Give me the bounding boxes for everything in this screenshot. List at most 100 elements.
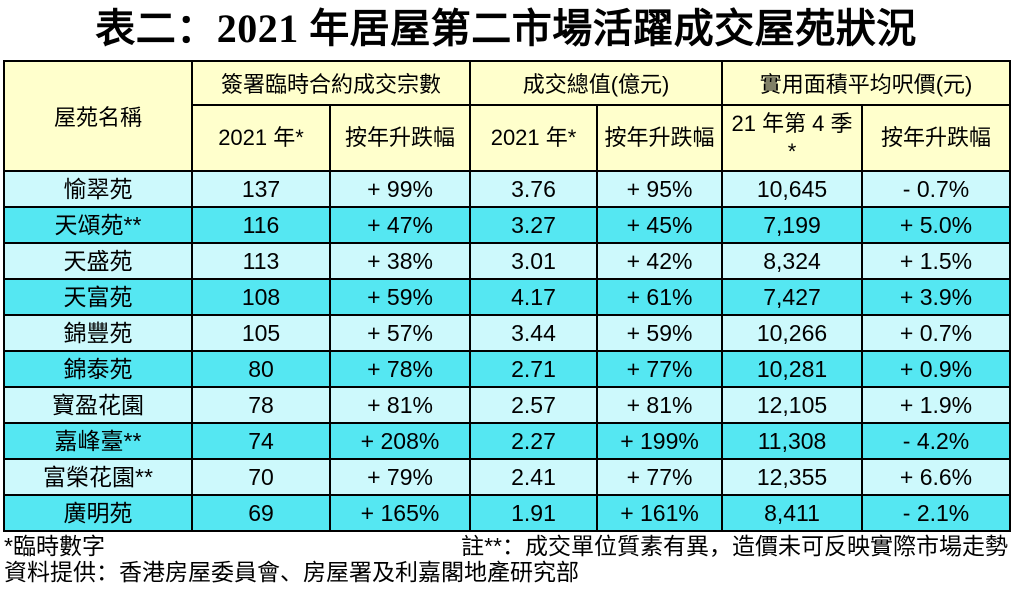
value-cell: + 208% [328,422,472,460]
value-cell: 108 [191,278,331,316]
value-cell: 137 [191,170,331,208]
value-cell: 105 [191,314,331,352]
table-row: 天富苑 108 + 59% 4.17 + 61% 7,427 + 3.9% [3,278,1012,316]
value-cell: 69 [191,494,331,532]
value-cell: 113 [191,242,331,280]
estate-name-cell: 天頌苑** [3,206,193,244]
value-cell: 2.57 [469,386,599,424]
header-group-row: 屋苑名稱 簽署臨時合約成交宗數 成交總值(億元) 實用面積平均呎價(元) [3,60,1012,172]
estates-table: 屋苑名稱 簽署臨時合約成交宗數 成交總值(億元) 實用面積平均呎價(元) 202… [3,60,1012,532]
value-cell: + 78% [328,350,472,388]
value-cell: + 42% [596,242,724,280]
value-cell: 74 [191,422,331,460]
estate-name-cell: 富榮花園** [3,458,193,496]
table-row: 錦泰苑 80 + 78% 2.71 + 77% 10,281 + 0.9% [3,350,1012,388]
value-cell: 80 [191,350,331,388]
subheader-text: 按年升跌幅 [881,125,992,150]
value-cell: 11,308 [721,422,864,460]
table-row: 天盛苑 113 + 38% 3.01 + 42% 8,324 + 1.5% [3,242,1012,280]
table-row: 錦豐苑 105 + 57% 3.44 + 59% 10,266 + 0.7% [3,314,1012,352]
table-row: 天頌苑** 116 + 47% 3.27 + 45% 7,199 + 5.0% [3,206,1012,244]
value-cell: + 3.9% [861,278,1012,316]
value-cell: + 77% [596,458,724,496]
value-cell: + 5.0% [861,206,1012,244]
value-cell: + 6.6% [861,458,1012,496]
value-cell: 1.91 [469,494,599,532]
subheader-text: 2021 年* [490,125,577,150]
value-cell: 3.01 [469,242,599,280]
header-sub-deals-2021: 2021 年* [191,104,331,172]
header-sub-row: 2021 年* 按年升跌幅 2021 年* 按年升跌幅 21 年第 4 季 [4,104,1012,172]
header-group-psf: 實用面積平均呎價(元) [721,60,1012,106]
estate-name-cell: 嘉峰臺** [3,422,193,460]
value-cell: - 4.2% [861,422,1012,460]
value-cell: 10,266 [721,314,864,352]
estate-name-cell: 天盛苑 [3,242,193,280]
estate-name-cell: 天富苑 [3,278,193,316]
value-cell: - 0.7% [861,170,1012,208]
value-cell: 2.71 [469,350,599,388]
footnotes: *臨時數字 註**：成交單位質素有異，造價未可反映實際市場走勢 資料提供：香港房… [4,533,1008,585]
table-header: 屋苑名稱 簽署臨時合約成交宗數 成交總值(億元) 實用面積平均呎價(元) 202… [3,60,1012,172]
value-cell: + 1.9% [861,386,1012,424]
value-cell: + 161% [596,494,724,532]
value-cell: 3.27 [469,206,599,244]
table-row: 愉翠苑 137 + 99% 3.76 + 95% 10,645- 0.7% [3,170,1012,208]
table-row: 嘉峰臺** 74 + 208% 2.27 + 199% 11,308- 4.2% [3,422,1012,460]
subheader-text: 按年升跌幅 [345,125,456,150]
footnote-line-1: *臨時數字 註**：成交單位質素有異，造價未可反映實際市場走勢 [4,533,1008,559]
table-row: 廣明苑 69 + 165% 1.91 + 161% 8,411- 2.1% [3,494,1012,532]
header-group-deals: 簽署臨時合約成交宗數 [190,60,472,106]
value-cell: 78 [191,386,331,424]
table-body: 愉翠苑 137 + 99% 3.76 + 95% 10,645- 0.7% 天頌苑** 116… [3,170,1012,532]
subheader-text: 21 年第 4 季 [731,111,853,136]
value-cell: 3.76 [469,170,599,208]
estate-name-cell: 愉翠苑 [3,170,193,208]
page-title: 表二：2021 年居屋第二市場活躍成交屋苑狀況 [95,6,917,51]
value-cell: 2.41 [469,458,599,496]
value-cell: + 59% [328,278,472,316]
subheader-text-line2: * [787,139,797,164]
header-estate-name: 屋苑名稱 [3,60,193,172]
header-sub-psf-q4: 21 年第 4 季 * [721,104,864,172]
value-cell: 116 [191,206,331,244]
value-cell: 8,411 [721,494,864,532]
header-sub-value-2021: 2021 年* [469,104,599,172]
value-cell: + 0.7% [861,314,1012,352]
value-cell: + 45% [596,206,724,244]
value-cell: 70 [191,458,331,496]
value-cell: 4.17 [469,278,599,316]
value-cell: + 0.9% [861,350,1012,388]
value-cell: 7,199 [721,206,864,244]
value-cell: 12,105 [721,386,864,424]
value-cell: + 77% [596,350,724,388]
header-sub-deals-yoy: 按年升跌幅 [328,104,472,172]
value-cell: + 165% [328,494,472,532]
value-cell: + 59% [596,314,724,352]
footnote-source: 資料提供：香港房屋委員會、房屋署及利嘉閣地產研究部 [4,559,579,585]
value-cell: + 95% [596,170,724,208]
footnote-provisional: *臨時數字 [4,533,105,559]
estate-name-cell: 寶盈花園 [3,386,193,424]
value-cell: 3.44 [469,314,599,352]
subheader-text: 2021 年* [218,125,304,150]
value-cell: + 99% [328,170,472,208]
value-cell: 7,427 [721,278,864,316]
value-cell: + 81% [328,386,472,424]
value-cell: + 38% [328,242,472,280]
value-cell: + 47% [328,206,472,244]
header-group-value: 成交總值(億元) [469,60,724,106]
estate-name-cell: 錦豐苑 [3,314,193,352]
value-cell: 8,324 [721,242,864,280]
value-cell: + 79% [328,458,472,496]
value-cell: + 81% [596,386,724,424]
value-cell: + 199% [596,422,724,460]
value-cell: - 2.1% [861,494,1012,532]
value-cell: 2.27 [469,422,599,460]
footnote-quality-note: 註**：成交單位質素有異，造價未可反映實際市場走勢 [461,533,1008,559]
subheader-text: 按年升跌幅 [604,125,715,150]
value-cell: + 57% [328,314,472,352]
table-row: 富榮花園** 70 + 79% 2.41 + 77% 12,355 + 6.6% [3,458,1012,496]
header-sub-value-yoy: 按年升跌幅 [596,104,724,172]
